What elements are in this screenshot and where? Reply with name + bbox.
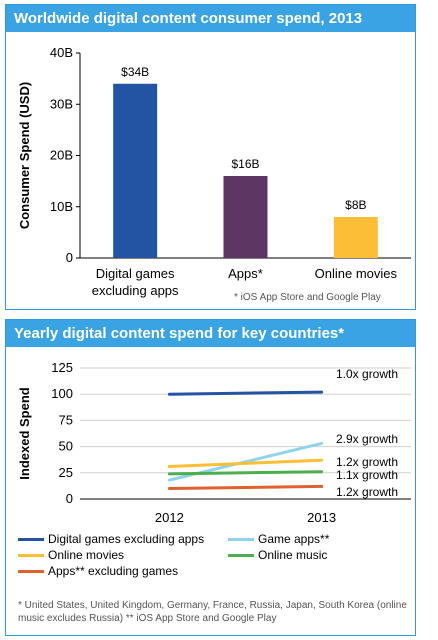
series-line bbox=[167, 484, 324, 491]
legend-label: Apps** excluding games bbox=[48, 564, 179, 578]
legend-label: Online movies bbox=[48, 548, 125, 562]
y-tick-label: 40B bbox=[50, 45, 73, 60]
bar-value-label: $34B bbox=[121, 65, 149, 79]
y-tick-label: 75 bbox=[59, 412, 73, 427]
x-category-label: excluding apps bbox=[92, 283, 179, 298]
bar-chart: Consumer Spend (USD) 0 10B 20B 30B 40B $34B Dig… bbox=[17, 45, 411, 298]
legend-label: Digital games excluding apps bbox=[48, 532, 205, 546]
legend-item: Game apps** bbox=[228, 532, 329, 546]
y-tick-label: 10B bbox=[50, 199, 73, 214]
country-spend-panel: Yearly digital content spend for key cou… bbox=[5, 319, 416, 636]
y-tick-label: 30B bbox=[50, 96, 73, 111]
spend-chart-panel: Worldwide digital content consumer spend… bbox=[5, 4, 416, 310]
series-line bbox=[167, 470, 324, 476]
bar-value-label: $8B bbox=[345, 198, 366, 212]
legend-swatch bbox=[18, 569, 44, 573]
y-tick-label: 0 bbox=[66, 250, 73, 265]
x-category-label: Apps* bbox=[228, 266, 263, 281]
growth-label: 1.2x growth bbox=[336, 455, 398, 469]
growth-label: 1.1x growth bbox=[336, 468, 398, 482]
series-line bbox=[167, 390, 324, 396]
series-line bbox=[167, 458, 324, 469]
growth-label: 1.0x growth bbox=[336, 367, 398, 381]
legend-item: Online music bbox=[228, 548, 327, 562]
y-tick-label: 125 bbox=[51, 360, 73, 375]
growth-label: 1.2x growth bbox=[336, 485, 398, 499]
legend-label: Game apps** bbox=[258, 532, 330, 546]
legend-item: Digital games excluding apps bbox=[18, 532, 204, 546]
y-tick-label: 25 bbox=[59, 465, 73, 480]
x-category-label: Digital games bbox=[96, 266, 175, 281]
line-chart-title: Yearly digital content spend for key cou… bbox=[6, 320, 415, 347]
legend-item: Online movies bbox=[18, 548, 124, 562]
bar bbox=[113, 83, 158, 258]
legend-item: Apps** excluding games bbox=[18, 564, 178, 578]
legend-label: Online music bbox=[258, 548, 328, 562]
line-chart: Indexed Spend 0 25 50 75 100 125 2012 2013 1.0x g… bbox=[17, 360, 411, 525]
legend-swatch bbox=[18, 553, 44, 557]
line-chart-legend: Digital games excluding apps Game apps** O… bbox=[18, 532, 408, 580]
y-axis-title: Consumer Spend (USD) bbox=[17, 82, 32, 229]
y-axis-title: Indexed Spend bbox=[17, 387, 32, 480]
bar-value-label: $16B bbox=[231, 157, 259, 171]
bar bbox=[333, 217, 378, 258]
y-tick-label: 0 bbox=[66, 491, 73, 506]
bar bbox=[223, 176, 268, 258]
legend-swatch bbox=[228, 537, 254, 541]
legend-swatch bbox=[228, 553, 254, 557]
spend-chart-title: Worldwide digital content consumer spend… bbox=[6, 5, 415, 32]
growth-label: 2.9x growth bbox=[336, 432, 398, 446]
line-chart-footnote: * United States, United Kingdom, Germany… bbox=[18, 600, 407, 624]
y-tick-label: 100 bbox=[51, 386, 73, 401]
x-tick-label: 2013 bbox=[307, 510, 336, 525]
x-category-label: Online movies bbox=[315, 266, 398, 281]
y-tick-label: 50 bbox=[59, 439, 73, 454]
x-tick-label: 2012 bbox=[155, 510, 184, 525]
y-tick-label: 20B bbox=[50, 148, 73, 163]
bar-chart-footnote: * iOS App Store and Google Play bbox=[234, 292, 381, 303]
legend-swatch bbox=[18, 537, 44, 541]
